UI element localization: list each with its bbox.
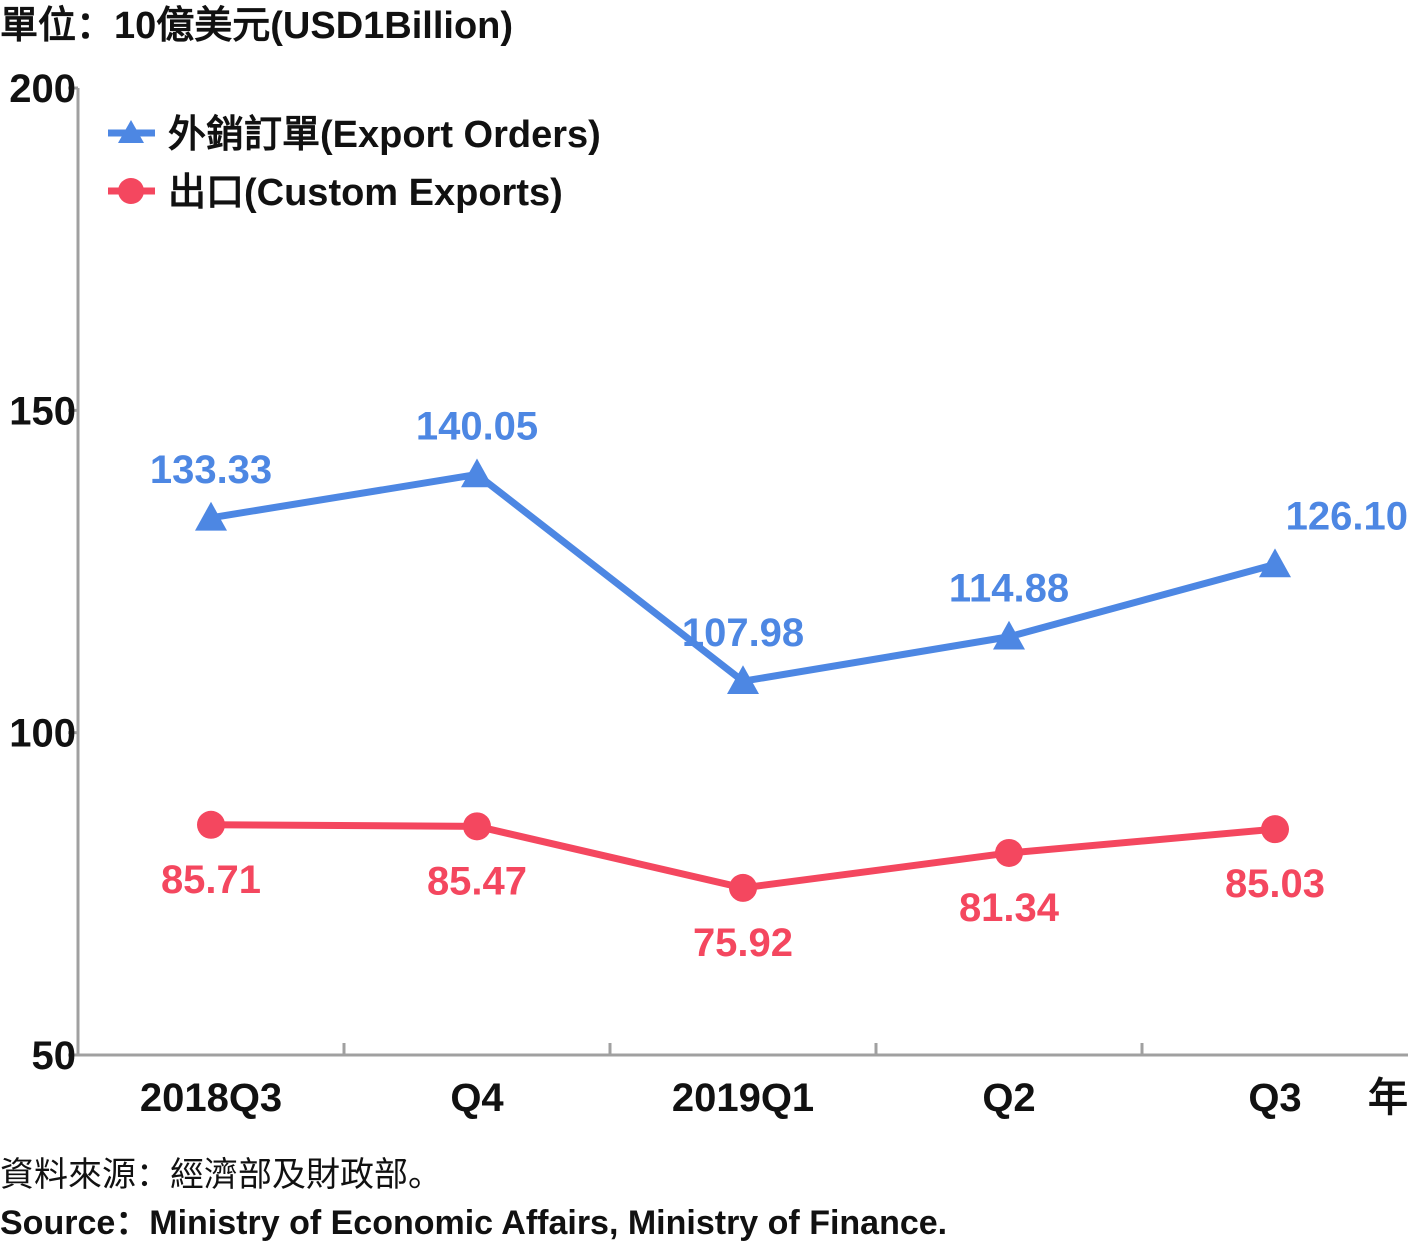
data-label: 107.98	[682, 611, 804, 655]
y-tick-label: 100	[9, 712, 76, 756]
x-tick-label: 2018Q3	[140, 1076, 282, 1120]
x-tick-label: Q2	[982, 1076, 1035, 1120]
x-tick-labels: 2018Q3 Q4 2019Q1 Q2 Q3 年	[140, 1043, 1408, 1120]
data-point-marker	[195, 501, 227, 531]
source-en: Source：Ministry of Economic Affairs, Min…	[0, 1204, 947, 1242]
legend-item-0: 外銷訂單(Export Orders)	[108, 114, 601, 156]
data-point-marker	[995, 838, 1023, 867]
x-tick-label: 2019Q1	[672, 1076, 814, 1120]
legend-label: 出口(Custom Exports)	[168, 172, 563, 214]
x-tick-label: Q4	[450, 1076, 504, 1120]
x-tick-label: Q3	[1248, 1076, 1301, 1120]
legend-circle-icon	[118, 178, 144, 204]
legend-item-1: 出口(Custom Exports)	[108, 172, 563, 214]
legend-triangle-icon	[118, 120, 144, 143]
data-point-marker	[729, 873, 757, 902]
y-tick-label: 150	[9, 389, 76, 433]
y-tick-labels: 50 100 150 200	[9, 67, 78, 1078]
source-zh: 資料來源：經濟部及財政部。	[0, 1156, 442, 1194]
data-label: 85.03	[1225, 862, 1325, 906]
data-label: 75.92	[693, 921, 793, 965]
data-point-marker	[1259, 548, 1291, 578]
data-point-marker	[1261, 815, 1289, 844]
data-label: 140.05	[416, 404, 538, 448]
unit-label: 單位：10億美元(USD1Billion)	[0, 5, 513, 47]
x-axis-unit-label: 年	[1368, 1076, 1408, 1120]
data-label: 114.88	[949, 567, 1069, 611]
data-point-marker	[461, 458, 493, 488]
y-tick-label: 200	[9, 67, 76, 111]
series-1: 85.71 85.47 75.92 81.34 85.03	[161, 810, 1325, 965]
data-point-marker	[993, 620, 1025, 650]
data-label: 85.71	[161, 858, 261, 902]
data-label: 133.33	[150, 448, 272, 492]
data-label: 126.10	[1286, 494, 1408, 538]
y-tick-label: 50	[32, 1034, 77, 1078]
legend-label: 外銷訂單(Export Orders)	[168, 114, 601, 156]
data-point-marker	[727, 665, 759, 695]
data-label: 81.34	[959, 886, 1060, 930]
data-point-marker	[197, 810, 225, 839]
axes	[76, 88, 1408, 1057]
series-0: 133.33 140.05 107.98 114.88 126.10	[150, 404, 1408, 695]
data-point-marker	[463, 812, 491, 841]
legend: 外銷訂單(Export Orders) 出口(Custom Exports)	[108, 114, 601, 214]
data-label: 85.47	[427, 859, 527, 903]
series-layer: 133.33 140.05 107.98 114.88 126.10 85.71 85.47…	[150, 404, 1408, 964]
